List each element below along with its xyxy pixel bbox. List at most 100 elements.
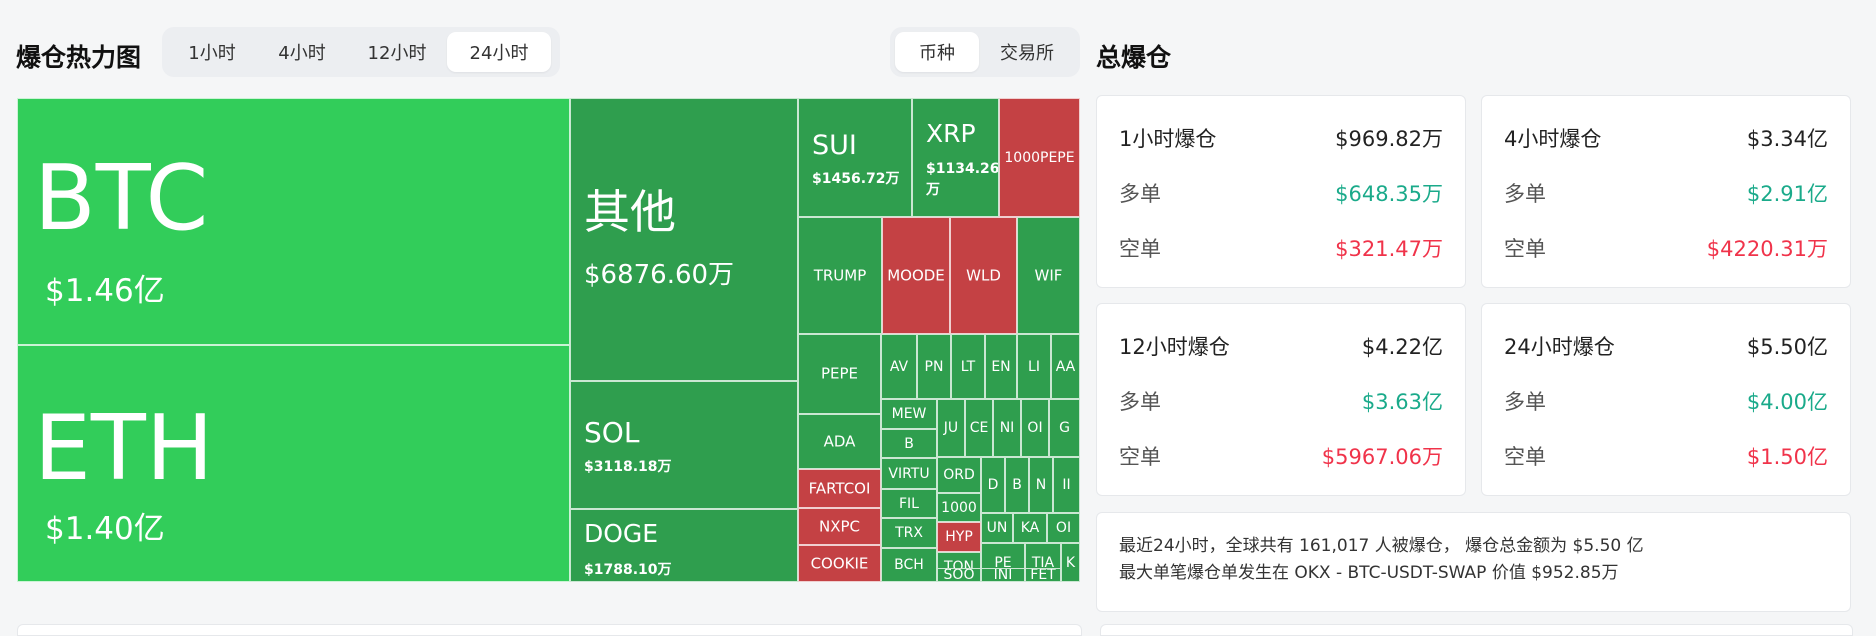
heatmap-tile-hyp[interactable]: HYP: [937, 522, 981, 552]
heatmap-tile-en[interactable]: EN: [985, 334, 1017, 399]
heatmap-tile-其他[interactable]: 其他 $6876.60万: [570, 98, 798, 381]
heatmap-tile-1000pepe[interactable]: 1000PEPE: [999, 98, 1080, 217]
tile-name: KA: [1020, 520, 1040, 536]
heatmap-tile-xrp[interactable]: XRP $1134.26万: [912, 98, 999, 217]
liquidation-card: 1小时爆仓 $969.82万 多单 $648.35万 空单 $321.47万: [1096, 95, 1466, 288]
tile-name: FIL: [899, 495, 919, 512]
tile-name: TIA: [1031, 554, 1055, 571]
heatmap-tile-oi[interactable]: OI: [1021, 399, 1049, 457]
liquidation-card: 24小时爆仓 $5.50亿 多单 $4.00亿 空单 $1.50亿: [1481, 303, 1851, 496]
heatmap-tile-lt[interactable]: LT: [951, 334, 985, 399]
heatmap-tile-ord[interactable]: ORD: [937, 457, 981, 493]
heatmap-tile-moode[interactable]: MOODE: [882, 217, 950, 334]
heatmap-tile-k[interactable]: K: [1061, 543, 1080, 582]
heatmap-tile-pepe[interactable]: PEPE: [798, 334, 881, 414]
tile-name: 1000PEPE: [1004, 149, 1075, 166]
heatmap-tile-ka[interactable]: KA: [1013, 513, 1047, 543]
heatmap-tile-pn[interactable]: PN: [917, 334, 951, 399]
heatmap-tile-btc[interactable]: BTC $1.46亿: [17, 98, 570, 345]
heatmap-tile-un[interactable]: UN: [981, 513, 1013, 543]
card-label: 多单: [1119, 390, 1161, 414]
heatmap-tile-cookie[interactable]: COOKIE: [798, 545, 881, 582]
heatmap-tile-wld[interactable]: WLD: [950, 217, 1017, 334]
heatmap-tile-oi[interactable]: OI: [1047, 513, 1080, 543]
card-label: 空单: [1119, 237, 1161, 261]
card-head: 1小时爆仓 $969.82万: [1119, 129, 1443, 150]
card-label: 多单: [1504, 390, 1546, 414]
tile-name: TRX: [895, 525, 923, 541]
card-value: $4.00亿: [1746, 390, 1828, 414]
card-value: $3.34亿: [1746, 127, 1828, 151]
heatmap-tile-li[interactable]: LI: [1017, 334, 1051, 399]
heatmap-tile-bch[interactable]: BCH: [881, 548, 937, 582]
tile-name: WIF: [1034, 266, 1063, 284]
heatmap-tile-ni[interactable]: NI: [993, 399, 1021, 457]
heatmap-tile-b[interactable]: B: [1005, 457, 1029, 513]
heatmap-tile-sol[interactable]: SOL $3118.18万: [570, 381, 798, 509]
heatmap-tile-wif[interactable]: WIF: [1017, 217, 1080, 334]
heatmap-tile-fartcoi[interactable]: FARTCOI: [798, 469, 881, 508]
liquidation-heatmap: BTC $1.46亿 ETH $1.40亿 其他 $6876.60万 SOL $3118.18…: [17, 98, 1080, 582]
tile-name: FET: [1030, 568, 1056, 582]
tab-12h[interactable]: 12小时: [367, 43, 427, 64]
heatmap-tile-sui[interactable]: SUI $1456.72万: [798, 98, 912, 217]
card-label: 空单: [1119, 445, 1161, 469]
tile-name: NXPC: [818, 517, 860, 535]
card-label: 多单: [1119, 182, 1161, 206]
heatmap-tile-fil[interactable]: FIL: [881, 489, 937, 518]
card-value: $321.47万: [1335, 237, 1443, 261]
heatmap-title: 爆仓热力图: [16, 43, 142, 72]
card-head: 4小时爆仓 $3.34亿: [1504, 129, 1828, 150]
heatmap-tile-doge[interactable]: DOGE $1788.10万: [570, 509, 798, 582]
tab-24h[interactable]: 24小时: [447, 32, 551, 72]
heatmap-tile-ju[interactable]: JU: [937, 399, 965, 457]
heatmap-tile-g[interactable]: G: [1049, 399, 1080, 457]
tile-name: XRP: [926, 119, 976, 148]
tile-value: $3118.18万: [584, 459, 672, 475]
tile-name: DOGE: [584, 519, 659, 548]
card-long-row: 多单 $3.63亿: [1119, 392, 1443, 413]
tab-1h[interactable]: 1小时: [188, 43, 236, 64]
heatmap-tile-1000[interactable]: 1000: [937, 493, 981, 522]
tile-value: $1456.72万: [812, 171, 900, 187]
tab-exchange[interactable]: 交易所: [1000, 43, 1054, 64]
tile-name: II: [1062, 477, 1071, 493]
tile-name: MOODE: [887, 266, 945, 284]
heatmap-tile-d[interactable]: D: [981, 457, 1005, 513]
heatmap-tile-ce[interactable]: CE: [965, 399, 993, 457]
heatmap-tile-aa[interactable]: AA: [1051, 334, 1080, 399]
tile-name: VIRTU: [888, 465, 930, 482]
heatmap-tile-nxpc[interactable]: NXPC: [798, 508, 881, 545]
heatmap-tile-mew[interactable]: MEW: [881, 399, 937, 429]
card-label: 空单: [1504, 237, 1546, 261]
heatmap-tile-ini[interactable]: INI: [981, 568, 1025, 582]
card-value: $4.22亿: [1361, 335, 1443, 359]
heatmap-tile-trx[interactable]: TRX: [881, 518, 937, 548]
card-label: 4小时爆仓: [1504, 127, 1602, 151]
card-label: 24小时爆仓: [1504, 335, 1615, 359]
heatmap-tile-virtu[interactable]: VIRTU: [881, 458, 937, 489]
tab-4h[interactable]: 4小时: [278, 43, 326, 64]
card-label: 1小时爆仓: [1119, 127, 1217, 151]
heatmap-tile-n[interactable]: N: [1029, 457, 1053, 513]
card-short-row: 空单 $321.47万: [1119, 239, 1443, 260]
tab-coin[interactable]: 币种: [895, 32, 979, 72]
next-panel-left: [17, 624, 1082, 636]
group-by-tabs: 币种 交易所: [890, 27, 1080, 77]
tile-name: BTC: [34, 146, 209, 251]
tile-name: JU: [943, 420, 959, 436]
summary-line-2: 最大单笔爆仓单发生在 OKX - BTC-USDT-SWAP 价值 $952.8…: [1119, 563, 1619, 583]
card-short-row: 空单 $4220.31万: [1504, 239, 1828, 260]
heatmap-tile-ii[interactable]: II: [1053, 457, 1080, 513]
heatmap-tile-b[interactable]: B: [881, 429, 937, 458]
heatmap-tile-av[interactable]: AV: [881, 334, 917, 399]
heatmap-tile-eth[interactable]: ETH $1.40亿: [17, 345, 570, 582]
tile-name: 1000: [941, 499, 977, 516]
heatmap-tile-trump[interactable]: TRUMP: [798, 217, 882, 334]
tile-value: $1.40亿: [45, 511, 165, 547]
card-label: 12小时爆仓: [1119, 335, 1230, 359]
heatmap-tile-soo[interactable]: SOO: [937, 568, 981, 582]
heatmap-tile-ada[interactable]: ADA: [798, 414, 881, 469]
heatmap-tile-fet[interactable]: FET: [1025, 568, 1061, 582]
card-value: $5967.06万: [1321, 445, 1443, 469]
